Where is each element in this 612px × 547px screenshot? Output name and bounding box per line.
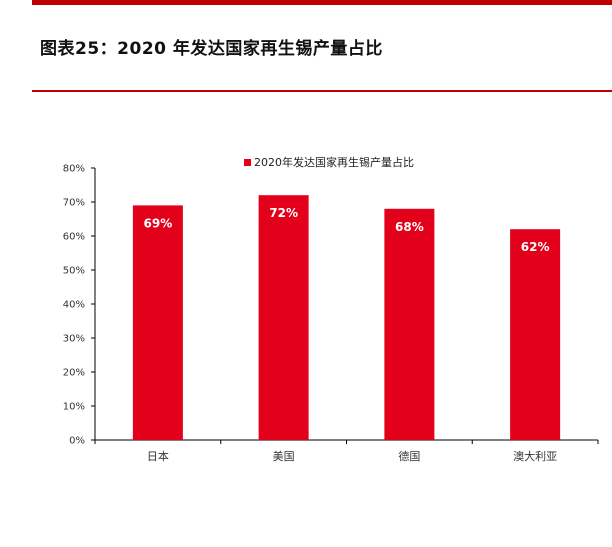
y-tick-label: 80% [63, 164, 85, 175]
y-tick-label: 70% [63, 198, 85, 209]
y-tick-label: 50% [63, 266, 85, 277]
page-title: 图表25：2020 年发达国家再生锡产量占比 [40, 39, 383, 59]
y-tick-label: 0% [69, 436, 85, 447]
bar [132, 205, 183, 440]
x-category-label: 澳大利亚 [513, 449, 557, 463]
bar-data-label: 72% [269, 206, 298, 220]
bar [384, 208, 435, 440]
y-tick-label: 40% [63, 300, 85, 311]
bar-data-label: 68% [395, 220, 424, 234]
x-category-label: 日本 [147, 449, 169, 463]
top-accent-rule [32, 0, 612, 5]
y-tick-label: 10% [63, 402, 85, 413]
bar-data-label: 69% [144, 216, 173, 230]
bar [258, 195, 309, 440]
title-divider [32, 90, 612, 92]
bar-chart: 0% 10% 20% 30% 40% 50% 60% 70% 80% 69% 日本 72% 美国 68% 德… [63, 155, 599, 463]
legend-swatch [244, 159, 251, 166]
legend-label: 2020年发达国家再生锡产量占比 [254, 155, 414, 169]
y-tick-label: 30% [63, 334, 85, 345]
x-category-label: 美国 [273, 450, 295, 463]
bar [510, 229, 561, 440]
y-tick-label: 20% [63, 368, 85, 379]
y-tick-label: 60% [63, 232, 85, 243]
bar-data-label: 62% [521, 240, 550, 254]
chart-container: 0% 10% 20% 30% 40% 50% 60% 70% 80% 69% 日本 72% 美国 68% 德… [0, 140, 612, 480]
x-category-label: 德国 [398, 449, 420, 463]
